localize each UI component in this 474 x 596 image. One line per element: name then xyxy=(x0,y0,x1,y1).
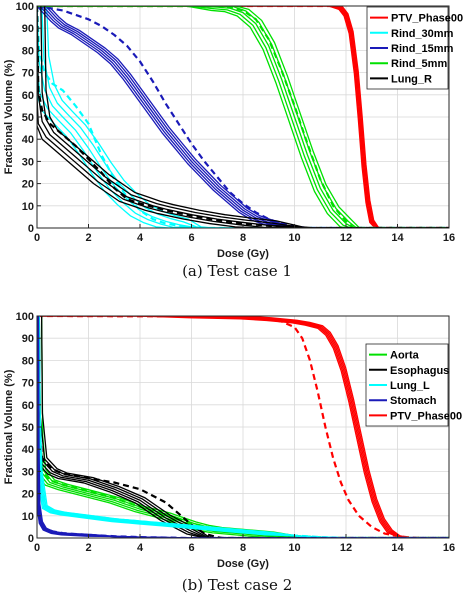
series-line-rind-30mm-dashed xyxy=(37,6,449,228)
figure-caption: (a) Test case 1 xyxy=(182,262,292,280)
series-line-rind-5mm xyxy=(37,6,447,228)
y-tick-label: 100 xyxy=(16,1,34,13)
series-line-rind-30mm xyxy=(41,6,449,228)
series-line-ptv-phase00-dashed xyxy=(37,6,449,228)
legend: PTV_Phase00 Rind_30mm Rind_15mm Rind_5mm Lun… xyxy=(366,6,463,90)
series-line-rind-15mm xyxy=(38,6,449,228)
series-group xyxy=(37,316,449,538)
x-tick-label: 16 xyxy=(443,542,455,554)
legend-label-rind-30mm: Rind_30mm xyxy=(391,28,454,40)
y-tick-label: 20 xyxy=(22,179,34,191)
series-line-rind-5mm xyxy=(37,6,444,228)
legend-label-stomach: Stomach xyxy=(390,395,437,407)
x-tick-label: 8 xyxy=(240,542,246,554)
series-line-rind-5mm xyxy=(37,6,449,228)
y-tick-label: 50 xyxy=(22,422,34,434)
x-tick-label: 4 xyxy=(137,542,144,554)
x-tick-label: 16 xyxy=(443,232,455,244)
panel-test-case-1: 0 2 4 6 8 10 12 14 16 0 10 20 30 40 50 60 70 80 90 100 Dose … xyxy=(3,1,463,280)
x-tick-label: 0 xyxy=(34,232,40,244)
x-tick-label: 14 xyxy=(391,232,404,244)
series-line-rind-5mm xyxy=(42,6,449,228)
legend-label-rind-15mm: Rind_15mm xyxy=(391,43,454,55)
x-tick-label: 6 xyxy=(188,542,194,554)
y-tick-label: 50 xyxy=(22,112,34,124)
panel-test-case-2: 0 2 4 6 8 10 12 14 16 0 10 20 30 40 50 60 70 80 90 100 Dose … xyxy=(3,311,462,594)
series-line-ptv-phase00 xyxy=(38,6,449,228)
y-tick-label: 80 xyxy=(22,355,34,367)
y-tick-label: 0 xyxy=(28,223,34,235)
y-tick-label: 100 xyxy=(16,311,34,323)
y-tick-label: 10 xyxy=(22,201,34,213)
y-tick-label: 60 xyxy=(22,400,34,412)
x-tick-label: 2 xyxy=(85,232,91,244)
series-line-ptv-phase00 xyxy=(37,316,448,538)
series-group xyxy=(37,6,449,228)
y-tick-label: 30 xyxy=(22,156,34,168)
y-tick-label: 60 xyxy=(22,90,34,102)
x-axis-label: Dose (Gy) xyxy=(217,248,269,260)
x-tick-label: 2 xyxy=(85,542,91,554)
y-tick-label: 90 xyxy=(22,333,34,345)
legend-label-aorta: Aorta xyxy=(390,350,420,362)
y-tick-label: 80 xyxy=(22,45,34,57)
y-axis-label: Fractional Volume (%) xyxy=(3,59,15,174)
series-line-aorta-dashed xyxy=(37,316,449,538)
y-tick-label: 0 xyxy=(28,533,34,545)
series-line-rind-5mm-dashed xyxy=(37,6,449,228)
y-tick-label: 70 xyxy=(22,68,34,80)
series-line-lung-r xyxy=(40,6,449,228)
series-line-esophagus xyxy=(40,316,449,538)
x-tick-label: 10 xyxy=(288,542,300,554)
legend-label-lung-r: Lung_R xyxy=(391,73,432,85)
series-line-ptv-phase00 xyxy=(37,6,448,228)
y-tick-label: 10 xyxy=(22,511,34,523)
legend-label-ptv-phase00: PTV_Phase00 xyxy=(391,13,463,25)
series-line-esophagus xyxy=(37,316,447,538)
x-tick-label: 8 xyxy=(240,232,246,244)
series-line-rind-15mm xyxy=(37,6,448,228)
y-tick-label: 30 xyxy=(22,466,34,478)
figure-caption: (b) Test case 2 xyxy=(182,576,293,594)
x-axis-label: Dose (Gy) xyxy=(217,558,269,570)
series-line-lung-l-dashed xyxy=(37,316,449,538)
x-tick-label: 4 xyxy=(137,232,144,244)
legend-label-esophagus: Esophagus xyxy=(390,365,449,377)
series-line-lung-r-dashed xyxy=(37,6,449,228)
legend-label-rind-5mm: Rind_5mm xyxy=(391,58,447,70)
series-line-rind-30mm xyxy=(37,6,445,228)
y-tick-label: 90 xyxy=(22,23,34,35)
x-tick-label: 12 xyxy=(340,542,352,554)
series-line-esophagus xyxy=(38,316,449,538)
x-tick-label: 0 xyxy=(34,542,40,554)
y-axis-label: Fractional Volume (%) xyxy=(3,369,15,484)
x-tick-label: 12 xyxy=(340,232,352,244)
x-tick-label: 6 xyxy=(188,232,194,244)
series-line-rind-30mm xyxy=(46,6,449,228)
y-tick-label: 40 xyxy=(22,134,34,146)
y-tick-label: 70 xyxy=(22,378,34,390)
series-line-esophagus xyxy=(37,316,449,538)
series-line-ptv-phase00 xyxy=(37,316,447,538)
x-tick-label: 14 xyxy=(391,542,404,554)
series-line-esophagus-dashed xyxy=(37,316,449,538)
series-line-lung-r xyxy=(37,6,446,228)
x-tick-label: 10 xyxy=(288,232,300,244)
y-tick-label: 20 xyxy=(22,489,34,501)
series-line-ptv-phase00 xyxy=(37,6,449,228)
y-tick-label: 40 xyxy=(22,444,34,456)
series-line-ptv-phase00-dashed xyxy=(37,316,449,538)
legend: Aorta Esophagus Lung_L Stomach PTV_Phase00 xyxy=(365,343,462,427)
legend-label-lung-l: Lung_L xyxy=(390,380,430,392)
legend-label-ptv-phase00: PTV_Phase00 xyxy=(390,410,462,422)
series-line-lung-r xyxy=(37,6,449,228)
